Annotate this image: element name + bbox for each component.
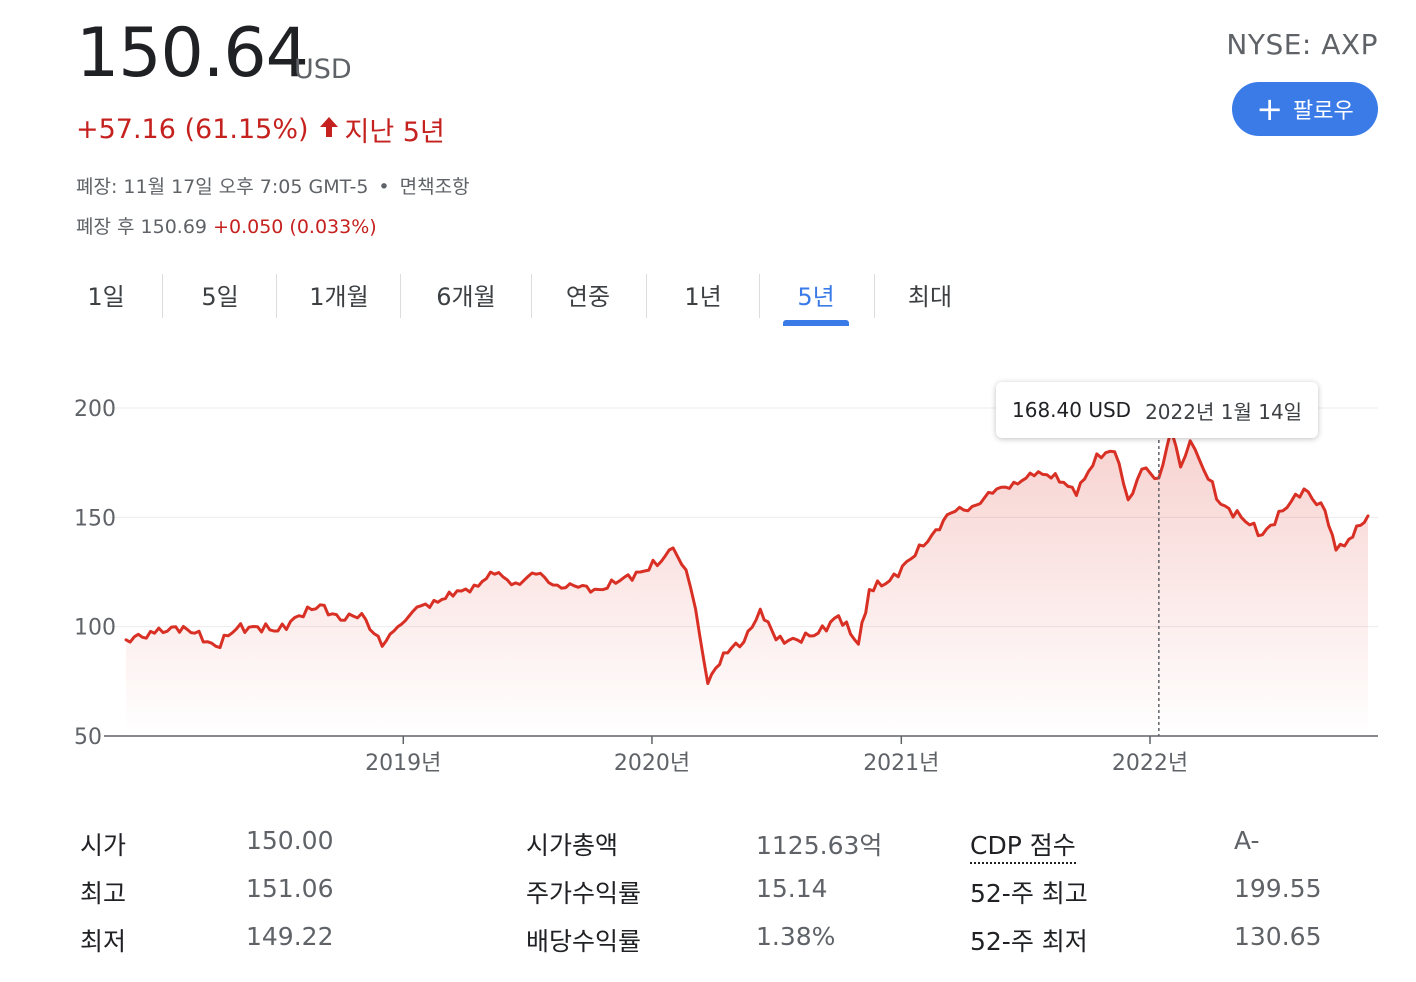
tab-ytd[interactable]: 연중 xyxy=(565,282,611,311)
stat-label-52w-low: 52-주 최저 xyxy=(970,927,1088,956)
active-tab-indicator xyxy=(783,320,849,326)
after-hours-row: 폐장 후 150.69 +0.050 (0.033%) xyxy=(76,212,377,239)
stat-label-low: 최저 xyxy=(80,927,127,956)
price-chart[interactable]: 200 150 100 50 2019년 2020년 2021년 2022년 xyxy=(0,360,1416,800)
close-info: 폐장: 11월 17일 오후 7:05 GMT-5 xyxy=(76,176,369,198)
price-change: +57.16 (61.15%) 지난 5년 xyxy=(76,110,445,149)
tooltip-price: 168.40 USD xyxy=(1012,398,1132,422)
stat-value-market-cap: 1125.63억 xyxy=(756,831,883,860)
tab-divider xyxy=(874,274,875,318)
stat-value-open: 150.00 xyxy=(246,826,334,855)
y-axis-labels: 200 150 100 50 xyxy=(74,397,116,750)
stat-value-pe: 15.14 xyxy=(756,874,828,903)
y-tick-label: 200 xyxy=(74,397,116,422)
x-tick-label: 2022년 xyxy=(1112,751,1188,776)
y-tick-label: 100 xyxy=(74,616,116,641)
price-area-fill xyxy=(126,429,1368,736)
currency-label: USD xyxy=(294,54,352,85)
tab-divider xyxy=(400,274,401,318)
tab-6m[interactable]: 6개월 xyxy=(436,282,496,311)
stock-price: 150.64 xyxy=(76,14,309,93)
disclaimer-link[interactable]: 면책조항 xyxy=(399,176,470,198)
stat-label-high: 최고 xyxy=(80,879,127,908)
y-tick-label: 50 xyxy=(74,725,102,750)
stat-label-market-cap: 시가총액 xyxy=(526,831,619,860)
change-value: +57.16 (61.15%) xyxy=(76,114,309,145)
tab-divider xyxy=(276,274,277,318)
tab-divider xyxy=(759,274,760,318)
stat-value-low: 149.22 xyxy=(246,922,334,951)
tab-1d[interactable]: 1일 xyxy=(87,282,125,311)
stat-value-52w-high: 199.55 xyxy=(1234,874,1322,903)
tooltip-date: 2022년 1월 14일 xyxy=(1145,399,1303,424)
chart-tooltip: 168.40 USD 2022년 1월 14일 xyxy=(996,382,1318,438)
x-axis-labels: 2019년 2020년 2021년 2022년 xyxy=(365,736,1188,776)
stat-value-52w-low: 130.65 xyxy=(1234,922,1322,951)
arrow-up-icon xyxy=(319,114,339,145)
stat-value-cdp: A- xyxy=(1234,826,1260,855)
stat-value-dividend: 1.38% xyxy=(756,922,836,951)
tab-divider xyxy=(531,274,532,318)
stat-label-cdp[interactable]: CDP 점수 xyxy=(970,826,1076,864)
tab-1m[interactable]: 1개월 xyxy=(309,282,369,311)
exchange-ticker: NYSE: AXP xyxy=(1226,28,1378,61)
stat-label-52w-high: 52-주 최고 xyxy=(970,879,1088,908)
follow-label: 팔로우 xyxy=(1293,99,1354,124)
stat-label-dividend: 배당수익률 xyxy=(526,927,642,956)
tab-5d[interactable]: 5일 xyxy=(201,282,239,311)
tab-5y[interactable]: 5년 xyxy=(797,282,835,311)
after-hours-price: 폐장 후 150.69 xyxy=(76,216,208,238)
close-info-row: 폐장: 11월 17일 오후 7:05 GMT-5 • 면책조항 xyxy=(76,172,470,199)
plus-icon: + xyxy=(1256,90,1284,128)
x-tick-label: 2021년 xyxy=(863,751,939,776)
stat-value-high: 151.06 xyxy=(246,874,334,903)
change-period: 지난 5년 xyxy=(344,117,445,148)
tab-divider xyxy=(646,274,647,318)
x-tick-label: 2019년 xyxy=(365,751,441,776)
follow-button[interactable]: + 팔로우 xyxy=(1232,82,1378,136)
stat-label-open: 시가 xyxy=(80,831,127,860)
x-tick-label: 2020년 xyxy=(614,751,690,776)
tab-max[interactable]: 최대 xyxy=(907,282,953,311)
after-hours-change: +0.050 (0.033%) xyxy=(213,216,377,238)
tab-divider xyxy=(162,274,163,318)
stat-label-pe: 주가수익률 xyxy=(526,879,642,908)
separator-dot: • xyxy=(378,176,390,198)
tab-1y[interactable]: 1년 xyxy=(684,282,722,311)
y-tick-label: 150 xyxy=(74,506,116,531)
